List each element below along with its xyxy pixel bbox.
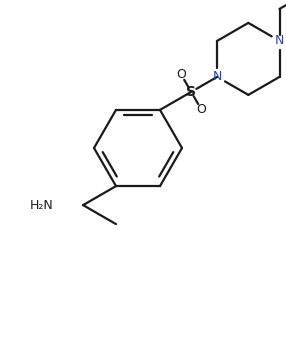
Text: H₂N: H₂N bbox=[29, 199, 53, 212]
Text: O: O bbox=[176, 68, 186, 81]
Text: N: N bbox=[275, 34, 284, 48]
Text: N: N bbox=[212, 70, 222, 83]
Text: O: O bbox=[196, 103, 206, 116]
Text: S: S bbox=[186, 85, 196, 99]
